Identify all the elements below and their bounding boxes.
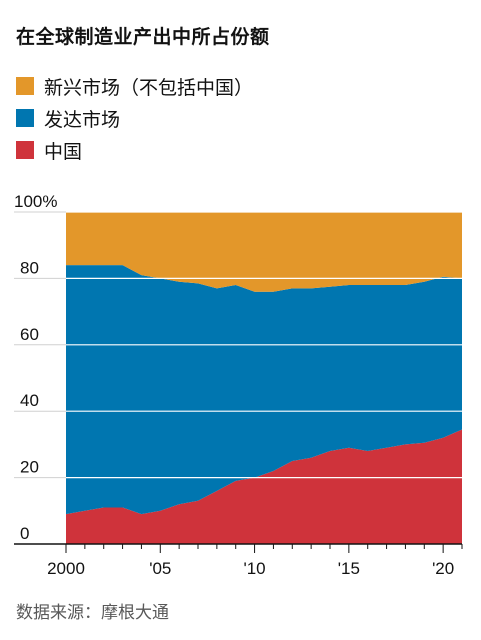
legend-item-emerging: 新兴市场（不包括中国） bbox=[16, 70, 253, 102]
area-emerging-markets bbox=[66, 212, 462, 292]
legend-swatch-emerging bbox=[16, 77, 34, 95]
legend-label-developed: 发达市场 bbox=[44, 108, 121, 131]
area-china bbox=[66, 429, 462, 544]
x-tick-label: '10 bbox=[243, 559, 265, 578]
legend-swatch-china bbox=[16, 141, 34, 159]
x-tick-label: '15 bbox=[338, 559, 360, 578]
y-tick-label: 40 bbox=[20, 391, 39, 410]
legend: 新兴市场（不包括中国） 发达市场 中国 bbox=[16, 70, 253, 166]
y-tick-label: 100% bbox=[14, 192, 57, 211]
legend-item-china: 中国 bbox=[16, 134, 253, 166]
x-tick-label: '20 bbox=[432, 559, 454, 578]
y-tick-label: 0 bbox=[20, 524, 29, 543]
legend-swatch-developed bbox=[16, 109, 34, 127]
area-developed-markets bbox=[66, 265, 462, 515]
source-note: 数据来源：摩根大通 bbox=[16, 603, 169, 623]
stacked-area-chart: 0 20 40 60 80 100% 2000 '05 '10 '15 '20 bbox=[14, 192, 463, 578]
x-tick-label: 2000 bbox=[47, 559, 85, 578]
legend-item-developed: 发达市场 bbox=[16, 102, 253, 134]
legend-label-china: 中国 bbox=[44, 140, 83, 163]
y-tick-label: 80 bbox=[20, 258, 39, 277]
chart-title: 在全球制造业产出中所占份额 bbox=[16, 26, 270, 48]
y-tick-label: 20 bbox=[20, 458, 39, 477]
x-tick-label: '05 bbox=[149, 559, 171, 578]
legend-label-emerging: 新兴市场（不包括中国） bbox=[44, 76, 254, 99]
y-tick-label: 60 bbox=[20, 325, 39, 344]
